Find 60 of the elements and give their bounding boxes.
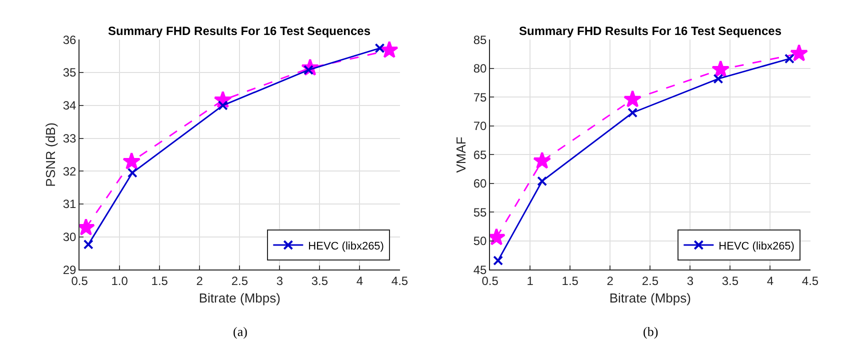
x-axis-title: Bitrate (Mbps) xyxy=(198,290,280,306)
x-tick-label: 2.5 xyxy=(642,274,659,288)
y-tick-label: 75 xyxy=(473,90,487,104)
point xyxy=(628,108,638,118)
x-tick-label: 3.5 xyxy=(722,274,739,288)
y-tick-label: 32 xyxy=(62,164,76,178)
y-tick-label: 70 xyxy=(473,119,487,134)
y-tick-label: 36 xyxy=(62,32,76,47)
x-tick-label: 3 xyxy=(686,274,694,288)
y-tick-label: 85 xyxy=(473,32,487,47)
x-tick-label: 4.5 xyxy=(802,274,819,288)
point xyxy=(624,90,642,108)
x-tick-label: 0.5 xyxy=(71,274,88,288)
y-tick-label: 35 xyxy=(62,66,76,80)
x-tick-label: 1.5 xyxy=(151,274,168,288)
point xyxy=(712,60,730,78)
x-tick-label: 3.5 xyxy=(311,274,328,288)
point xyxy=(218,100,228,110)
y-tick-label: 34 xyxy=(62,98,76,113)
y-tick-label: 29 xyxy=(62,262,76,277)
y-tick-label: 45 xyxy=(473,262,487,277)
x-axis-title: Bitrate (Mbps) xyxy=(609,290,691,306)
chart-title: Summary FHD Results For 16 Test Sequences xyxy=(108,24,371,38)
text: (b) xyxy=(643,324,658,339)
y-tick-label: 30 xyxy=(62,230,76,244)
x-tick-label: 1.0 xyxy=(111,274,128,288)
text: (a) xyxy=(233,324,248,339)
point xyxy=(537,176,548,186)
point xyxy=(122,152,141,170)
point xyxy=(533,152,552,169)
y-tick-label: 33 xyxy=(62,131,76,146)
point xyxy=(493,256,504,266)
point xyxy=(380,40,398,58)
x-tick-label: 1.5 xyxy=(562,274,579,288)
point xyxy=(374,43,385,54)
y-tick-label: 65 xyxy=(473,148,487,162)
y-tick-label: 55 xyxy=(473,205,487,220)
y-tick-label: 31 xyxy=(62,197,76,212)
x-tick-label: 4 xyxy=(766,274,774,288)
y-tick-label: 50 xyxy=(473,234,487,248)
x-tick-label: 2 xyxy=(606,274,614,288)
x-tick-label: 1 xyxy=(526,274,534,288)
y-axis-title: VMAF xyxy=(453,136,468,173)
x-tick-label: 2 xyxy=(196,274,204,288)
y-tick-label: 80 xyxy=(473,62,487,76)
legend-label: HEVC (libx265) xyxy=(718,240,794,252)
point xyxy=(83,239,94,250)
x-tick-label: 2.5 xyxy=(231,274,248,288)
legend-label: HEVC (libx265) xyxy=(308,240,384,252)
point xyxy=(790,44,808,62)
y-tick-label: 60 xyxy=(473,176,487,191)
point xyxy=(127,168,138,178)
point xyxy=(713,74,724,84)
x-tick-label: 4 xyxy=(356,274,364,288)
x-tick-label: 4.5 xyxy=(391,274,408,288)
chart-title: Summary FHD Results For 16 Test Sequences xyxy=(519,24,782,38)
x-tick-label: 3 xyxy=(276,274,284,288)
x-tick-label: 0.5 xyxy=(482,274,499,288)
y-axis-title: PSNR (dB) xyxy=(42,122,58,187)
point xyxy=(784,54,794,64)
